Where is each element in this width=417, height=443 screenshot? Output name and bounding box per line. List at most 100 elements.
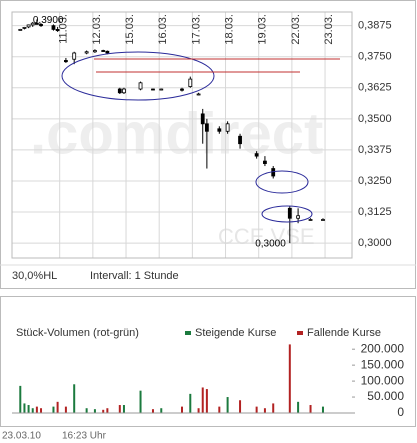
candle-body — [238, 135, 242, 145]
x-tick-label: 23.03. — [323, 14, 335, 45]
candle-body — [72, 52, 77, 60]
volume-bar — [272, 403, 275, 413]
x-tick-label: 17.03. — [190, 14, 202, 45]
candle-body — [84, 51, 89, 54]
volume-bar — [239, 400, 242, 413]
candle-body — [39, 24, 43, 27]
y-tick-label: 50.000 — [367, 389, 404, 403]
candle-body — [225, 123, 230, 132]
annotation: 0,3900 — [33, 15, 64, 26]
candle-body — [34, 22, 39, 25]
x-tick-label: 16.03. — [157, 14, 169, 45]
y-tick-label: 0,3250 — [358, 175, 392, 187]
drawings — [94, 58, 340, 73]
y-tick-label: 0,3875 — [358, 20, 392, 32]
ellipse — [61, 51, 215, 101]
volume-bar — [23, 403, 26, 413]
volume-bar — [263, 408, 266, 413]
volume-bar — [181, 406, 183, 413]
volume-bar — [321, 406, 324, 413]
plot-frame — [11, 11, 353, 259]
volume-bar — [201, 387, 204, 413]
price-panel — [0, 0, 416, 289]
volume-bar — [122, 405, 125, 413]
candle-body — [263, 160, 267, 164]
y-tick-label: 100.000 — [361, 373, 405, 387]
volume-bar — [102, 409, 105, 413]
y-tick-label: 0,3125 — [358, 206, 392, 218]
volume-bar — [226, 397, 229, 413]
annotation: 0,3000 — [255, 239, 286, 250]
volume-bar — [218, 406, 221, 413]
x-tick-label: 18.03. — [223, 14, 235, 45]
candle-body — [55, 28, 60, 32]
candle-body — [204, 123, 209, 132]
volume-bar — [118, 405, 121, 413]
candle-body — [30, 22, 35, 26]
volume-bar — [31, 408, 34, 413]
volume-bar — [40, 408, 43, 413]
y-tick-label: 0 — [397, 405, 404, 419]
interval-label: Intervall: 1 Stunde — [90, 270, 179, 282]
candle-body — [138, 82, 143, 90]
volume-bar — [93, 409, 96, 413]
volume-bar — [197, 408, 200, 413]
volume-bar — [35, 406, 38, 413]
volume-bar — [106, 408, 109, 413]
candle-body — [254, 153, 259, 157]
candle-body — [18, 28, 23, 31]
legend-label: Fallende Kurse — [307, 327, 381, 339]
volume-bar — [151, 409, 154, 413]
candle-body — [196, 93, 201, 96]
volume-bar — [309, 405, 312, 413]
volume-title: Stück-Volumen (rot-grün) — [16, 327, 139, 339]
candle-body — [101, 50, 106, 52]
x-tick-label: 15.03. — [124, 14, 136, 45]
y-tick-label: 150.000 — [361, 357, 405, 371]
volume-panel — [0, 296, 416, 427]
volume-bar — [297, 401, 300, 413]
footer-time: 16:23 Uhr — [62, 431, 107, 442]
candle-body — [321, 219, 325, 221]
volume-bar — [85, 408, 88, 413]
footer-date: 23.03.10 — [2, 431, 41, 442]
y-tick-label: 0,3000 — [358, 237, 392, 249]
drawings — [61, 51, 313, 223]
candle-body — [151, 88, 155, 91]
y-tick-label: 0,3500 — [358, 113, 392, 125]
volume-bar — [73, 384, 76, 413]
volume-bar — [64, 406, 67, 413]
candle-body — [217, 128, 222, 132]
candle-body — [22, 27, 27, 29]
candle-body — [200, 113, 205, 125]
legend-swatch — [185, 331, 191, 335]
watermark: .comdirect — [30, 101, 323, 166]
ellipse — [255, 170, 309, 194]
volume-bar — [160, 408, 163, 413]
volume-bar — [139, 390, 142, 413]
y-tick-label: 0,3750 — [358, 51, 392, 63]
range-label: 30,0%HL — [12, 270, 57, 282]
legend-label: Steigende Kurse — [195, 327, 276, 339]
ellipse — [261, 205, 313, 223]
x-tick-label: 22.03. — [290, 14, 302, 45]
candle-body — [64, 60, 68, 63]
volume-bar — [27, 405, 30, 413]
x-tick-label: 12.03. — [91, 14, 103, 45]
y-tick-label: 0,3375 — [358, 144, 392, 156]
x-tick-label: 11.03. — [58, 14, 70, 44]
volume-bar — [288, 344, 291, 413]
x-tick-label: 19.03. — [257, 14, 269, 45]
volume-bar — [205, 389, 208, 413]
volume-bar — [255, 406, 258, 413]
volume-bar — [19, 385, 22, 413]
volume-bar — [52, 406, 55, 413]
y-tick-label: 200.000 — [361, 341, 405, 355]
candle-body — [51, 25, 56, 30]
candle-body — [296, 215, 300, 219]
candle-body — [159, 88, 164, 91]
candle-body — [188, 78, 193, 87]
watermark: CCE VSE — [218, 224, 315, 249]
candle-body — [93, 50, 97, 53]
